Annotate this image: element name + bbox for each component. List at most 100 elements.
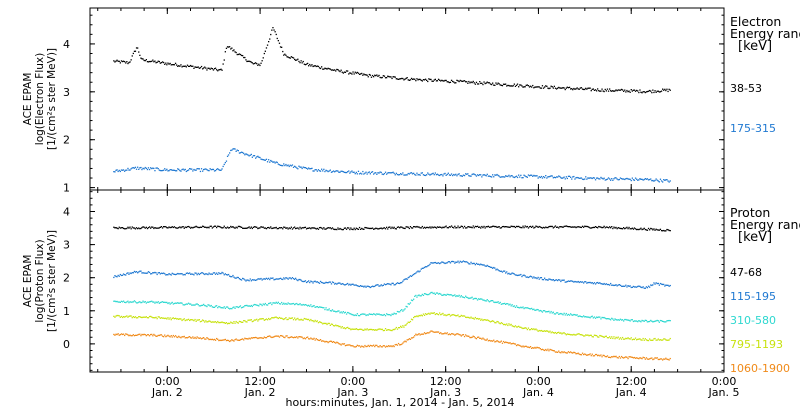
data-point: [592, 226, 594, 229]
data-point: [354, 314, 356, 316]
data-point: [598, 336, 600, 338]
data-point: [322, 170, 324, 172]
data-point: [364, 74, 366, 76]
data-point: [594, 89, 597, 91]
data-point: [547, 348, 549, 350]
data-point: [284, 53, 286, 55]
data-point: [455, 173, 457, 175]
data-point: [356, 285, 358, 287]
data-point: [386, 173, 388, 175]
data-point: [448, 261, 451, 263]
data-point: [424, 266, 427, 268]
data-point: [562, 279, 564, 281]
data-point: [501, 226, 504, 228]
data-point: [465, 173, 467, 175]
data-point: [444, 226, 446, 228]
data-point: [242, 227, 244, 229]
data-point: [329, 169, 331, 171]
data-point: [606, 337, 609, 339]
data-point: [474, 337, 476, 339]
data-point: [264, 302, 266, 305]
data-point: [316, 306, 318, 308]
legend-entry: 795-1193: [730, 338, 783, 351]
data-point: [288, 57, 290, 59]
data-point: [128, 61, 130, 64]
data-point: [483, 225, 485, 228]
data-point: [655, 320, 657, 322]
data-point: [265, 304, 268, 306]
data-point: [294, 336, 296, 338]
data-point: [663, 283, 665, 286]
data-point: [133, 227, 136, 229]
data-point: [345, 171, 348, 174]
data-point: [135, 302, 138, 304]
data-point: [395, 326, 397, 329]
data-point: [426, 79, 428, 81]
data-point: [576, 352, 578, 355]
data-point: [574, 314, 576, 316]
data-point: [209, 168, 211, 170]
data-point: [169, 303, 171, 305]
data-point: [460, 295, 462, 297]
data-point: [429, 226, 431, 228]
data-point: [468, 263, 470, 265]
data-point: [356, 344, 358, 346]
data-point: [655, 339, 657, 341]
data-point: [578, 315, 580, 317]
data-point: [473, 173, 475, 175]
data-point: [191, 226, 193, 229]
data-point: [297, 58, 299, 60]
data-point: [371, 313, 374, 316]
data-point: [528, 175, 531, 177]
data-point: [630, 228, 632, 230]
data-point: [146, 317, 149, 319]
data-point: [351, 345, 353, 347]
data-point: [419, 334, 421, 336]
data-point: [511, 343, 513, 345]
data-point: [555, 279, 558, 281]
data-point: [381, 76, 383, 79]
data-point: [494, 341, 496, 343]
data-point: [493, 301, 495, 303]
data-point: [368, 328, 370, 331]
data-point: [286, 335, 288, 337]
data-point: [667, 180, 669, 182]
data-point: [487, 265, 489, 267]
data-point: [509, 342, 511, 344]
data-point: [405, 174, 407, 176]
data-point: [506, 271, 508, 273]
data-point: [115, 301, 117, 303]
data-point: [639, 338, 641, 340]
data-point: [144, 227, 146, 229]
data-point: [436, 313, 439, 315]
data-point: [501, 303, 504, 305]
data-point: [261, 60, 263, 62]
data-point: [291, 228, 294, 230]
data-point: [575, 226, 577, 229]
data-point: [148, 168, 151, 171]
data-point: [193, 304, 195, 306]
data-point: [435, 227, 438, 229]
data-point: [628, 178, 630, 180]
data-point: [469, 297, 471, 299]
data-point: [159, 317, 161, 319]
data-point: [437, 262, 440, 264]
data-point: [610, 337, 612, 339]
data-point: [373, 285, 375, 288]
data-point: [296, 59, 298, 61]
data-point: [314, 306, 316, 308]
data-point: [220, 68, 222, 70]
data-point: [327, 341, 329, 344]
data-point: [630, 89, 632, 91]
data-point: [498, 302, 500, 304]
data-point: [139, 301, 141, 303]
data-point: [357, 72, 360, 74]
data-point: [651, 320, 653, 322]
data-point: [223, 225, 225, 227]
data-point: [474, 174, 476, 176]
data-point: [507, 324, 509, 327]
data-point: [566, 333, 568, 335]
data-point: [515, 84, 518, 86]
data-point: [551, 279, 553, 281]
